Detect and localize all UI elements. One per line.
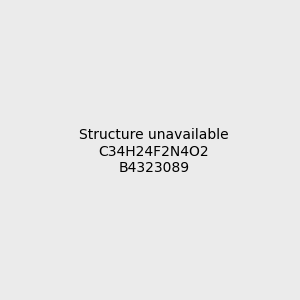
Text: Structure unavailable
C34H24F2N4O2
B4323089: Structure unavailable C34H24F2N4O2 B4323… (79, 128, 229, 175)
